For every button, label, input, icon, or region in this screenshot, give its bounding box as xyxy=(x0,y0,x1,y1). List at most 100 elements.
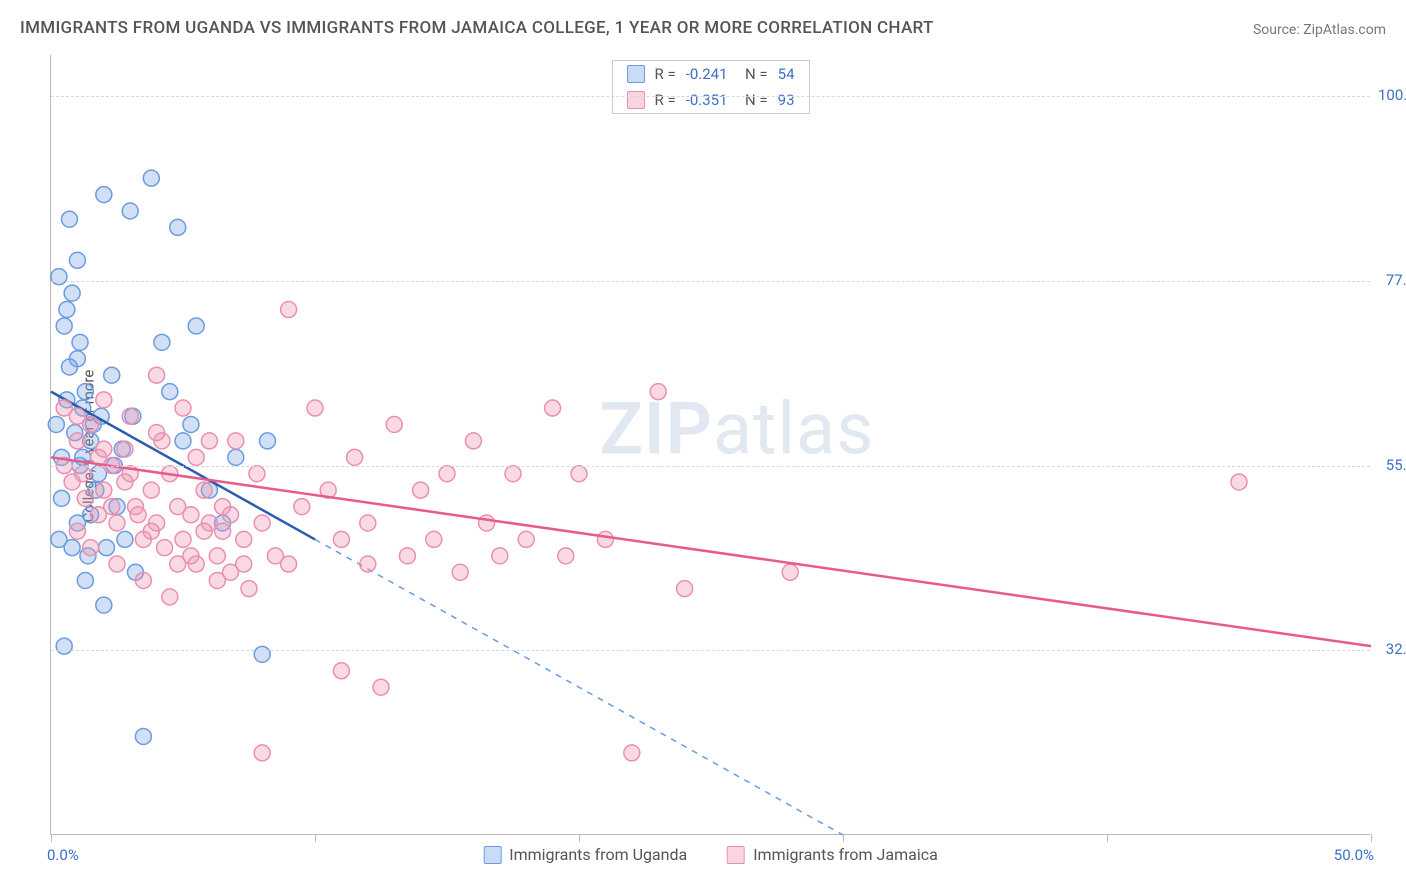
scatter-point xyxy=(130,507,146,523)
legend-series: Immigrants from Uganda Immigrants from J… xyxy=(483,845,938,864)
legend-n-label-2: N = xyxy=(738,91,768,109)
scatter-point xyxy=(188,449,204,465)
x-tick xyxy=(315,834,316,842)
source-label: Source: ZipAtlas.com xyxy=(1253,22,1386,38)
legend-n-value-2: 93 xyxy=(778,91,795,109)
scatter-point xyxy=(209,548,225,564)
legend-r-value-1: -0.241 xyxy=(686,65,728,83)
scatter-point xyxy=(183,507,199,523)
scatter-point xyxy=(69,252,85,268)
scatter-point xyxy=(91,507,107,523)
scatter-point xyxy=(209,572,225,588)
scatter-point xyxy=(492,548,508,564)
scatter-point xyxy=(236,531,252,547)
scatter-point xyxy=(360,556,376,572)
legend-stats-row-2: R = -0.351 N = 93 xyxy=(612,87,808,113)
trend-line-dashed xyxy=(315,539,843,835)
chart-title: IMMIGRANTS FROM UGANDA VS IMMIGRANTS FRO… xyxy=(20,18,934,38)
scatter-point xyxy=(143,523,159,539)
scatter-point xyxy=(135,572,151,588)
legend-series-jamaica-label: Immigrants from Jamaica xyxy=(753,845,938,864)
scatter-point xyxy=(571,466,587,482)
scatter-point xyxy=(175,433,191,449)
scatter-point xyxy=(188,556,204,572)
scatter-point xyxy=(117,441,133,457)
scatter-point xyxy=(154,334,170,350)
scatter-point xyxy=(109,556,125,572)
scatter-point xyxy=(122,408,138,424)
scatter-point xyxy=(183,416,199,432)
scatter-point xyxy=(249,466,265,482)
scatter-point xyxy=(201,433,217,449)
scatter-point xyxy=(333,531,349,547)
legend-swatch-uganda xyxy=(626,65,644,83)
scatter-point xyxy=(479,515,495,531)
scatter-point xyxy=(109,515,125,531)
scatter-point xyxy=(69,408,85,424)
plot-container: ZIPatlas R = -0.241 N = 54 R = -0.351 N … xyxy=(50,55,1370,835)
scatter-point xyxy=(241,581,257,597)
legend-r-label-2: R = xyxy=(654,91,675,109)
scatter-point xyxy=(61,211,77,227)
gridline xyxy=(51,281,1370,282)
scatter-point xyxy=(170,219,186,235)
scatter-point xyxy=(294,499,310,515)
scatter-point xyxy=(236,556,252,572)
scatter-point xyxy=(228,433,244,449)
scatter-point xyxy=(196,482,212,498)
legend-series-jamaica: Immigrants from Jamaica xyxy=(727,845,938,864)
scatter-point xyxy=(122,203,138,219)
scatter-point xyxy=(650,384,666,400)
legend-swatch-jamaica xyxy=(626,91,644,109)
scatter-point xyxy=(64,474,80,490)
scatter-point xyxy=(426,531,442,547)
gridline xyxy=(51,466,1370,467)
scatter-point xyxy=(254,515,270,531)
x-tick xyxy=(51,834,52,842)
legend-r-label-1: R = xyxy=(654,65,675,83)
x-tick xyxy=(579,834,580,842)
legend-n-value-1: 54 xyxy=(778,65,795,83)
scatter-point xyxy=(254,646,270,662)
gridline xyxy=(51,650,1370,651)
scatter-point xyxy=(228,449,244,465)
legend-swatch-uganda-2 xyxy=(483,846,501,864)
scatter-point xyxy=(413,482,429,498)
scatter-point xyxy=(96,482,112,498)
scatter-point xyxy=(83,540,99,556)
scatter-point xyxy=(281,556,297,572)
scatter-point xyxy=(157,540,173,556)
scatter-point xyxy=(117,531,133,547)
trend-line xyxy=(51,457,1371,646)
scatter-point xyxy=(64,285,80,301)
scatter-point xyxy=(1231,474,1247,490)
scatter-point xyxy=(56,638,72,654)
legend-series-uganda-label: Immigrants from Uganda xyxy=(509,845,687,864)
scatter-point xyxy=(51,269,67,285)
y-tick-label: 77.5% xyxy=(1378,271,1406,289)
x-tick xyxy=(1371,834,1372,842)
scatter-point xyxy=(558,548,574,564)
scatter-point xyxy=(196,523,212,539)
scatter-point xyxy=(61,359,77,375)
scatter-point xyxy=(162,384,178,400)
scatter-point xyxy=(149,425,165,441)
scatter-point xyxy=(518,531,534,547)
scatter-point xyxy=(452,564,468,580)
scatter-point xyxy=(48,416,64,432)
legend-swatch-jamaica-2 xyxy=(727,846,745,864)
scatter-point xyxy=(96,187,112,203)
scatter-point xyxy=(69,433,85,449)
x-tick xyxy=(843,834,844,842)
scatter-point xyxy=(77,384,93,400)
x-tick-label-min: 0.0% xyxy=(47,846,79,864)
scatter-point xyxy=(505,466,521,482)
scatter-point xyxy=(104,367,120,383)
scatter-point xyxy=(782,564,798,580)
x-tick xyxy=(1107,834,1108,842)
legend-series-uganda: Immigrants from Uganda xyxy=(483,845,687,864)
scatter-point xyxy=(170,556,186,572)
scatter-point xyxy=(117,474,133,490)
scatter-point xyxy=(143,170,159,186)
scatter-point xyxy=(215,523,231,539)
